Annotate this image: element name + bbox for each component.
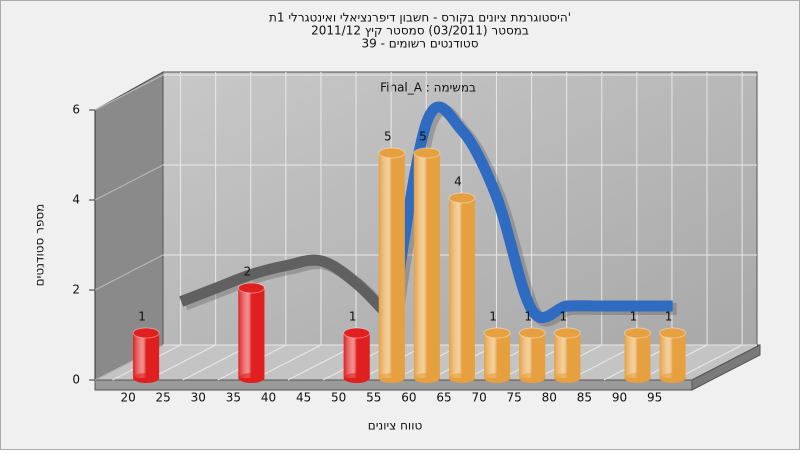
bar-base bbox=[519, 373, 546, 383]
bar-shine bbox=[519, 333, 546, 378]
y-tick-label: 6 bbox=[72, 103, 80, 117]
y-axis-label: מספר סטודנטים bbox=[33, 204, 47, 287]
x-tick-label: 25 bbox=[156, 391, 171, 405]
bar-top bbox=[518, 327, 546, 339]
bar-base bbox=[378, 373, 405, 383]
bar-shine bbox=[554, 333, 581, 378]
bar-shine bbox=[413, 153, 440, 378]
bar-top bbox=[624, 327, 651, 339]
x-tick-label: 65 bbox=[436, 391, 451, 405]
bar-base bbox=[238, 373, 265, 383]
bar-base bbox=[133, 373, 160, 383]
bar-base bbox=[624, 373, 651, 383]
x-tick-label: 30 bbox=[191, 391, 206, 405]
data-label: 5 bbox=[384, 130, 392, 144]
x-tick-label: 80 bbox=[542, 391, 557, 405]
bar-top bbox=[378, 147, 406, 159]
bar-base bbox=[659, 373, 686, 383]
data-label: 1 bbox=[665, 310, 673, 324]
data-label: 1 bbox=[349, 310, 357, 324]
bar-shine bbox=[343, 333, 370, 378]
chart-title: היסטוגרמת ציונים בקורס - חשבון דיפרנציאל… bbox=[269, 11, 571, 25]
bar-top bbox=[237, 282, 265, 294]
bar-shine bbox=[624, 333, 651, 378]
y-tick-label: 4 bbox=[72, 193, 80, 207]
curve bbox=[179, 254, 396, 324]
data-label: 1 bbox=[559, 310, 567, 324]
bar-top bbox=[553, 327, 581, 339]
grid-line bbox=[94, 164, 164, 201]
x-tick-label: 35 bbox=[226, 391, 241, 405]
x-tick-label: 45 bbox=[296, 391, 311, 405]
x-tick-label: 75 bbox=[507, 391, 522, 405]
bar-top bbox=[659, 327, 687, 339]
chart-title: סטודנטים רשומים - 39 bbox=[361, 37, 478, 51]
grid-line bbox=[94, 74, 164, 111]
bar-shine bbox=[659, 333, 686, 378]
bar-base bbox=[343, 373, 370, 383]
bar-top bbox=[343, 327, 371, 339]
data-label: 2 bbox=[244, 265, 252, 279]
data-label: 4 bbox=[454, 175, 462, 189]
x-tick-label: 50 bbox=[331, 391, 346, 405]
x-tick-label: 20 bbox=[120, 391, 135, 405]
x-axis-label: טווח ציונים bbox=[368, 419, 423, 433]
bar-base bbox=[413, 373, 440, 383]
data-label: 1 bbox=[524, 310, 532, 324]
data-label: 1 bbox=[489, 310, 497, 324]
bar-base bbox=[554, 373, 581, 383]
data-label: 1 bbox=[138, 310, 146, 324]
x-tick-label: 55 bbox=[366, 391, 381, 405]
bar-top bbox=[448, 192, 476, 204]
curve bbox=[386, 101, 673, 323]
x-tick-label: 95 bbox=[647, 391, 662, 405]
floor-side bbox=[691, 344, 761, 391]
y-tick-label: 2 bbox=[72, 283, 80, 297]
x-tick-label: 70 bbox=[471, 391, 486, 405]
bar-shine bbox=[378, 153, 405, 378]
x-tick-label: 40 bbox=[261, 391, 276, 405]
chart-title: במסטר (03/2011) סמסטר קיץ 2011/12 bbox=[311, 24, 529, 38]
x-tick-label: 60 bbox=[401, 391, 416, 405]
data-label: 1 bbox=[630, 310, 638, 324]
bar-shine bbox=[133, 333, 160, 378]
bar-shine bbox=[238, 288, 265, 378]
y-tick-label: 0 bbox=[72, 373, 80, 387]
grid-line bbox=[94, 254, 164, 291]
bar-base bbox=[484, 373, 511, 383]
bar-top bbox=[132, 327, 160, 339]
x-tick-label: 85 bbox=[577, 391, 592, 405]
data-label: 5 bbox=[419, 130, 427, 144]
bar-base bbox=[449, 373, 475, 383]
x-tick-label: 90 bbox=[612, 391, 627, 405]
annotation: Final_A : במשימה bbox=[380, 81, 476, 95]
bar-shine bbox=[449, 198, 475, 378]
bar-shine bbox=[484, 333, 511, 378]
bar-top bbox=[413, 147, 441, 159]
bar-top bbox=[483, 327, 511, 339]
